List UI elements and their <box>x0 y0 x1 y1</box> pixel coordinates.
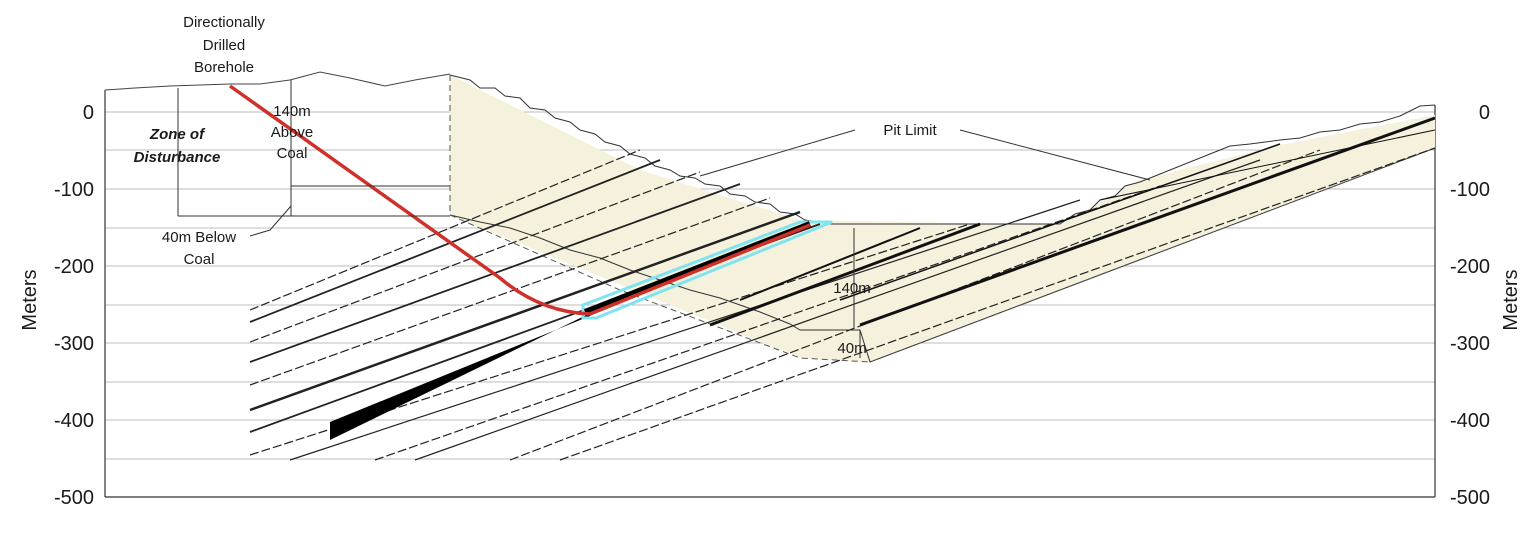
pit-limit-label: Pit Limit <box>883 122 937 139</box>
pit-seam <box>709 222 981 327</box>
borehole-label-line3: Borehole <box>194 59 254 76</box>
seam-line <box>374 185 1161 461</box>
above-coal-line3: Coal <box>277 145 308 162</box>
borehole-label-line2: Drilled <box>203 37 246 54</box>
seam-line <box>289 199 1081 461</box>
pit-seam <box>739 227 921 301</box>
right-tick-minus200: -200 <box>1450 256 1490 278</box>
right-tick-labels: 0 -100 -200 -300 -400 -500 <box>1450 102 1490 509</box>
left-tick-minus100: -100 <box>54 179 94 201</box>
right-tick-0: 0 <box>1479 102 1490 124</box>
pit-limit-leader-left <box>699 129 856 177</box>
below-coal-label: 40m Below Coal <box>162 229 236 268</box>
seam-line <box>249 149 641 311</box>
pit-dashed-outline <box>449 147 1436 363</box>
left-dimension-lines <box>177 80 450 237</box>
below-callout-leader <box>249 205 292 237</box>
left-tick-labels: 0 -100 -200 -300 -400 -500 <box>54 102 94 509</box>
borehole-label-line1: Directionally <box>183 14 265 31</box>
left-axis-title: Meters <box>19 269 41 330</box>
pit-seam-lines <box>709 116 1436 327</box>
below-coal-line2: Coal <box>184 251 215 268</box>
right-axis-title: Meters <box>1500 269 1522 330</box>
borehole-label: Directionally Drilled Borehole <box>183 14 265 76</box>
pit-seam <box>1099 129 1436 201</box>
seam-line <box>559 147 1436 461</box>
right-tick-minus300: -300 <box>1450 333 1490 355</box>
seam-line <box>249 159 661 323</box>
seam-line <box>249 210 801 412</box>
seam-line <box>414 159 1261 461</box>
below-coal-line1: 40m Below <box>162 229 236 246</box>
borehole-path <box>228 84 811 316</box>
pit-seam <box>839 143 1281 301</box>
left-tick-minus400: -400 <box>54 410 94 432</box>
zone-label: Zone of Disturbance <box>134 126 221 166</box>
ground-surface <box>104 71 451 91</box>
pit-40m-label: 40m <box>837 340 866 357</box>
pit-140m-label: 140m <box>833 280 871 297</box>
pit-fill <box>450 75 1435 362</box>
target-seam-highlight <box>581 220 833 320</box>
left-tick-0: 0 <box>83 102 94 124</box>
pit-limit-leaders <box>699 129 1151 358</box>
seam-line <box>249 197 771 386</box>
pit-limit-outline <box>449 74 1436 225</box>
zone-label-line2: Disturbance <box>134 149 221 166</box>
thick-coal-seam <box>330 306 605 440</box>
left-tick-minus500: -500 <box>54 487 94 509</box>
seam-line <box>249 171 701 343</box>
left-tick-minus300: -300 <box>54 333 94 355</box>
zone-label-line1: Zone of <box>149 126 206 143</box>
above-coal-line2: Above <box>271 124 314 141</box>
pit-seam <box>859 116 1436 327</box>
pit-limit-leader-right <box>959 129 1151 181</box>
axis-frame <box>104 90 1436 498</box>
above-coal-line1: 140m <box>273 103 311 120</box>
right-tick-minus100: -100 <box>1450 179 1490 201</box>
right-tick-minus500: -500 <box>1450 487 1490 509</box>
right-tick-minus400: -400 <box>1450 410 1490 432</box>
above-coal-label: 140m Above Coal <box>271 103 314 162</box>
left-tick-minus200: -200 <box>54 256 94 278</box>
